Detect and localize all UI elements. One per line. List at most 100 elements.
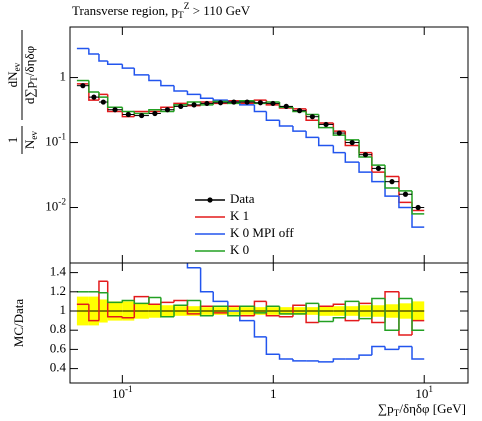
y-label-part: Nev xyxy=(22,131,40,150)
chart-title: Transverse region, pTZ > 110 GeV xyxy=(72,2,251,21)
ratio-y-label: MC/Data xyxy=(11,299,26,348)
y-tick-label: 10-1 xyxy=(45,133,66,149)
histogram-bin xyxy=(98,280,108,321)
histogram-bin xyxy=(411,298,425,331)
histogram-bin xyxy=(133,295,149,318)
data-point xyxy=(139,112,145,119)
histogram-bin xyxy=(186,91,201,96)
data-point xyxy=(204,100,210,107)
y-axis-label: 1 Nev dNev d∑pT/δηδφ xyxy=(5,30,40,154)
histogram-bin xyxy=(371,172,386,183)
histogram-bin xyxy=(358,162,372,173)
data-point xyxy=(231,99,237,105)
data-point xyxy=(217,100,224,106)
histogram-bin xyxy=(358,139,372,158)
histogram-bin xyxy=(160,80,175,87)
histogram-bin xyxy=(278,306,293,315)
data-point xyxy=(362,152,369,158)
data-point xyxy=(91,94,97,100)
histogram-bin xyxy=(121,111,135,118)
data-point xyxy=(125,111,131,118)
histogram-bin xyxy=(212,305,228,316)
histogram-bin xyxy=(121,316,135,319)
histogram-bin xyxy=(292,359,307,362)
data-point xyxy=(323,121,329,128)
histogram-bin xyxy=(344,152,360,163)
histogram-bin xyxy=(227,306,240,317)
histogram-bin xyxy=(253,320,267,338)
data-point xyxy=(415,204,421,211)
histogram-bin xyxy=(358,354,372,359)
histogram-bin xyxy=(317,137,334,147)
histogram-bin xyxy=(411,319,425,335)
data-point xyxy=(309,114,316,120)
histogram-bin xyxy=(161,100,174,186)
histogram-bin xyxy=(199,94,214,100)
x-tick-label: 101 xyxy=(415,385,433,401)
histogram-bin xyxy=(332,358,346,362)
histogram-bin xyxy=(106,60,123,66)
histogram-bin xyxy=(253,104,267,113)
histogram-bin xyxy=(149,4,161,100)
histogram-bin xyxy=(121,107,135,113)
histogram-bin xyxy=(398,297,413,331)
histogram-bin xyxy=(98,54,108,62)
legend-label: K 0 MPI off xyxy=(230,225,294,240)
y-label-part: dNev xyxy=(5,62,23,87)
data-point xyxy=(80,83,86,89)
histogram-bin xyxy=(358,145,372,154)
histogram-bin xyxy=(332,316,346,322)
histogram-bin xyxy=(278,354,293,360)
histogram-bin xyxy=(148,296,161,304)
histogram-bin xyxy=(358,301,372,320)
data-point xyxy=(164,107,171,113)
x-axis-label: ∑pT/δηδφ [GeV] xyxy=(378,401,466,419)
histogram-bin xyxy=(174,186,187,244)
histogram-bin xyxy=(160,301,175,305)
histogram-bin xyxy=(332,145,346,154)
data-point xyxy=(244,99,250,105)
histogram-bin xyxy=(253,306,267,314)
y-tick-label: 0.8 xyxy=(50,321,66,336)
histogram-bin xyxy=(173,85,188,92)
data-point xyxy=(389,179,395,185)
histogram-bin xyxy=(199,267,214,293)
histogram-bin xyxy=(88,48,99,55)
histogram-bin xyxy=(88,80,99,93)
data-point xyxy=(178,103,184,109)
histogram-bin xyxy=(398,176,413,204)
histogram-bin xyxy=(292,125,307,132)
y-tick-label: 0.4 xyxy=(50,360,67,375)
histogram-bin xyxy=(148,74,161,82)
histogram-bin xyxy=(106,97,123,108)
data-point xyxy=(296,108,303,114)
histogram-bin xyxy=(160,109,175,113)
histogram-bin xyxy=(133,111,149,115)
histogram-bin xyxy=(317,303,334,323)
histogram-bin xyxy=(88,304,99,322)
histogram-bin xyxy=(411,346,425,360)
histogram-bin xyxy=(199,300,214,317)
histogram-bin xyxy=(384,165,399,189)
histogram-bin xyxy=(98,291,108,294)
histogram-bin xyxy=(173,104,188,112)
data-point xyxy=(283,103,289,109)
histogram-bin xyxy=(212,98,228,101)
y-label-part: d∑pT/δηδφ xyxy=(22,46,40,104)
histogram-bin xyxy=(317,360,334,363)
histogram-bin xyxy=(398,196,413,209)
histogram-bin xyxy=(173,304,188,317)
y-tick-label: 1 xyxy=(60,69,67,84)
histogram-bin xyxy=(239,305,255,316)
y-tick-label: 10-2 xyxy=(45,198,66,214)
data-point xyxy=(336,130,342,136)
histogram-bin xyxy=(411,190,425,215)
histogram-bin xyxy=(265,305,280,313)
histogram-bin xyxy=(332,127,346,136)
histogram-bin xyxy=(160,297,175,318)
y-label-part: 1 xyxy=(5,137,20,144)
y-tick-label: 1 xyxy=(60,302,67,317)
legend-label: K 1 xyxy=(230,208,249,223)
data-point xyxy=(402,191,409,197)
